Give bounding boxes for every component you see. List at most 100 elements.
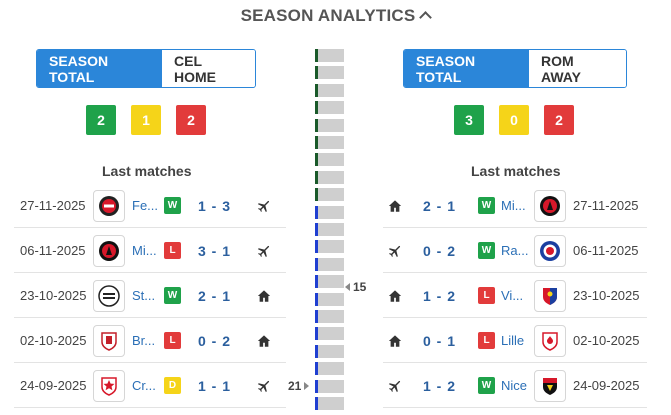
timeline-indicator <box>315 188 318 202</box>
midtjylland-logo <box>93 234 125 267</box>
match-date: 24-09-2025 <box>20 378 87 393</box>
opponent-name[interactable]: Mi... <box>501 198 526 213</box>
momentum-timeline <box>315 49 344 415</box>
timeline-indicator <box>315 310 318 323</box>
match-date: 27-11-2025 <box>573 198 639 213</box>
wins-badge: 3 <box>454 105 484 135</box>
match-score[interactable]: 1 - 3 <box>198 197 232 214</box>
nice-logo <box>534 369 566 402</box>
match-score[interactable]: 1 - 1 <box>198 377 232 394</box>
timeline-indicator <box>315 66 318 80</box>
timeline-segment <box>318 153 344 167</box>
left-match-row[interactable]: 24-09-2025 Cr... D 1 - 1 <box>14 364 286 408</box>
season-analytics-title: SEASON ANALYTICS <box>240 6 416 25</box>
timeline-indicator <box>315 170 318 184</box>
right-match-row[interactable]: 1 - 2 L Vi... 23-10-2025 <box>383 274 647 318</box>
opponent-name[interactable]: Vi... <box>501 288 524 303</box>
tab-left-cel-home[interactable]: CEL HOME <box>162 50 255 87</box>
opponent-name[interactable]: Mi... <box>132 243 157 258</box>
result-badge: L <box>164 242 181 259</box>
opponent-name[interactable]: Br... <box>132 333 156 348</box>
timeline-segment <box>318 66 344 80</box>
opponent-name[interactable]: Nice <box>501 378 528 393</box>
timeline-indicator <box>315 223 318 236</box>
opponent-name[interactable]: Fe... <box>132 198 159 213</box>
timeline-indicator <box>315 397 318 410</box>
tab-right-season-total[interactable]: SEASON TOTAL <box>404 50 529 87</box>
chevron-up-icon <box>419 11 433 24</box>
tab-left-season-total[interactable]: SEASON TOTAL <box>37 50 162 87</box>
braga-logo <box>93 324 125 357</box>
draws-badge: 0 <box>499 105 529 135</box>
wins-badge: 2 <box>86 105 116 135</box>
home-icon <box>387 288 403 304</box>
left-match-row[interactable]: 23-10-2025 St... W 2 - 1 <box>14 274 286 318</box>
opponent-name[interactable]: Lille <box>501 333 525 348</box>
match-date: 27-11-2025 <box>20 198 86 213</box>
right-match-row[interactable]: 0 - 1 L Lille 02-10-2025 <box>383 319 647 363</box>
timeline-indicator <box>315 101 318 115</box>
home-icon <box>256 333 272 349</box>
lille-logo <box>534 324 566 357</box>
match-score[interactable]: 3 - 1 <box>198 242 232 259</box>
timeline-indicator <box>315 83 318 97</box>
left-tabs: SEASON TOTAL CEL HOME <box>36 49 256 88</box>
timeline-segment <box>318 310 344 323</box>
match-score[interactable]: 0 - 2 <box>198 332 232 349</box>
timeline-indicator <box>315 49 318 62</box>
timeline-indicator <box>315 153 318 167</box>
left-match-row[interactable]: 27-11-2025 Fe... W 1 - 3 <box>14 184 286 228</box>
timeline-segment <box>318 136 344 149</box>
result-badge: L <box>164 332 181 349</box>
timeline-segment <box>318 240 344 254</box>
timeline-marker-15: 15 <box>345 280 366 294</box>
match-score[interactable]: 1 - 2 <box>423 377 457 394</box>
result-badge: W <box>164 287 181 304</box>
match-score[interactable]: 2 - 1 <box>198 287 232 304</box>
losses-badge: 2 <box>544 105 574 135</box>
timeline-indicator <box>315 292 318 306</box>
timeline-segment <box>318 275 344 289</box>
home-icon <box>387 333 403 349</box>
timeline-segment <box>318 397 344 410</box>
plzen-logo <box>534 279 566 312</box>
result-badge: D <box>164 377 181 394</box>
timeline-segment <box>318 101 344 115</box>
match-score[interactable]: 1 - 2 <box>423 287 457 304</box>
match-date: 06-11-2025 <box>573 243 639 258</box>
opponent-name[interactable]: Cr... <box>132 378 156 393</box>
timeline-indicator <box>315 240 318 254</box>
left-match-row[interactable]: 02-10-2025 Br... L 0 - 2 <box>14 319 286 363</box>
right-match-row[interactable]: 1 - 2 W Nice 24-09-2025 <box>383 364 647 408</box>
timeline-indicator <box>315 275 318 289</box>
result-badge: W <box>164 197 181 214</box>
right-match-row[interactable]: 0 - 2 W Ra... 06-11-2025 <box>383 229 647 273</box>
opponent-name[interactable]: St... <box>132 288 156 303</box>
opponent-name[interactable]: Ra... <box>501 243 529 258</box>
tab-right-rom-away[interactable]: ROM AWAY <box>529 50 626 87</box>
match-date: 24-09-2025 <box>573 378 640 393</box>
timeline-segment <box>318 49 344 62</box>
right-last-matches-label: Last matches <box>471 163 561 179</box>
match-score[interactable]: 2 - 1 <box>423 197 457 214</box>
match-score[interactable]: 0 - 1 <box>423 332 457 349</box>
crvena-zvezda-logo <box>93 369 125 402</box>
timeline-segment <box>318 344 344 358</box>
result-badge: W <box>478 377 495 394</box>
season-analytics-header[interactable]: SEASON ANALYTICS <box>0 6 671 26</box>
match-score[interactable]: 0 - 2 <box>423 242 457 259</box>
timeline-segment <box>318 205 344 219</box>
triangle-right-icon <box>304 382 310 390</box>
timeline-segment <box>318 257 344 271</box>
timeline-indicator <box>315 136 318 149</box>
timeline-segment <box>318 223 344 236</box>
timeline-segment <box>318 83 344 97</box>
right-match-row[interactable]: 2 - 1 W Mi... 27-11-2025 <box>383 184 647 228</box>
plane-icon <box>256 198 272 214</box>
timeline-segment <box>318 170 344 184</box>
left-last-matches-label: Last matches <box>102 163 192 179</box>
result-badge: L <box>478 287 495 304</box>
timeline-marker-21: 21 <box>288 379 310 393</box>
left-match-row[interactable]: 06-11-2025 Mi... L 3 - 1 <box>14 229 286 273</box>
draws-badge: 1 <box>131 105 161 135</box>
